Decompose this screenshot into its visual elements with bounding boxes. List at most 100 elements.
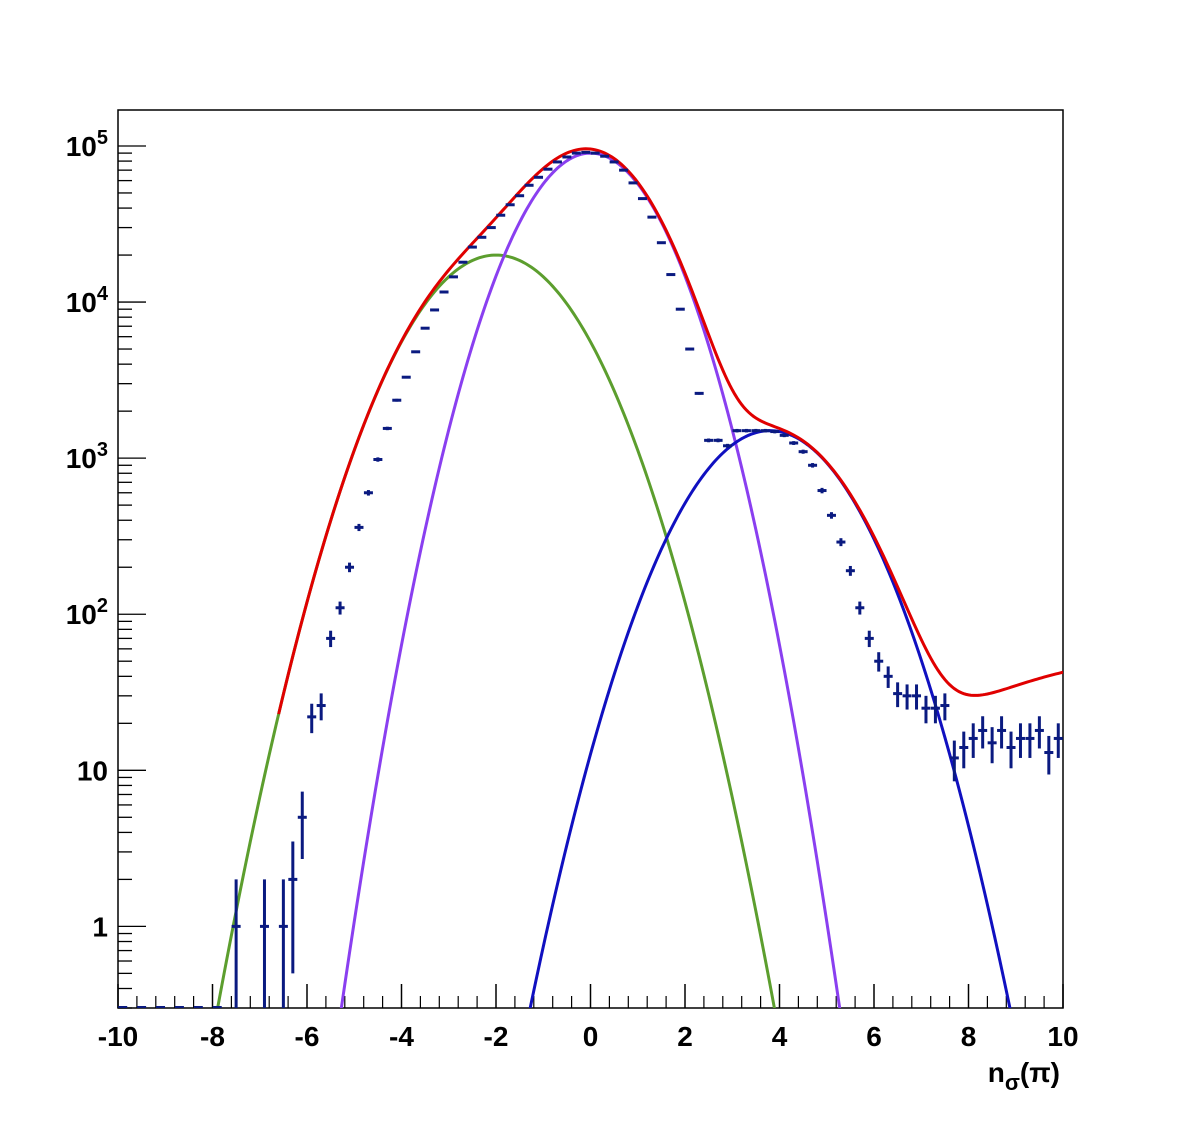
data-point (949, 740, 959, 782)
data-point (968, 723, 978, 758)
x-tick-label: 10 (1047, 1021, 1078, 1052)
data-point (978, 716, 988, 749)
data-point (883, 666, 893, 688)
x-tick-label: 0 (583, 1021, 599, 1052)
data-point (675, 307, 685, 311)
data-point (335, 601, 345, 615)
data-point (732, 428, 742, 433)
data-point (694, 391, 704, 395)
data-point (921, 695, 931, 724)
data-point (874, 652, 884, 672)
data-point (845, 565, 855, 576)
data-point (912, 684, 922, 710)
data-point (515, 194, 525, 198)
data-point (836, 538, 846, 547)
y-tick-label: 104 (66, 283, 109, 318)
data-point (259, 879, 269, 1008)
data-point (524, 183, 534, 187)
x-tick-label: -10 (98, 1021, 138, 1052)
data-point (430, 308, 440, 312)
data-point (779, 433, 789, 438)
y-tick-label: 103 (66, 439, 108, 474)
data-point (723, 443, 733, 448)
data-point (345, 562, 355, 573)
data-point (486, 226, 496, 230)
data-point (411, 350, 421, 354)
data-point (704, 438, 714, 443)
data-point (496, 213, 506, 217)
data-point (666, 273, 676, 277)
data-point (392, 398, 402, 402)
data-point (363, 490, 373, 496)
data-point (751, 428, 761, 433)
x-tick-label: -4 (389, 1021, 414, 1052)
data-point (1025, 723, 1035, 758)
data-point (1044, 735, 1054, 775)
data-point (354, 523, 364, 532)
x-tick-label: -2 (484, 1021, 509, 1052)
data-point (987, 727, 997, 764)
total-fit-curve (277, 147, 1063, 715)
plot-frame (117, 109, 1064, 1009)
data-point (231, 879, 241, 1008)
green-gaussian-curve (216, 253, 776, 1008)
data-point (902, 684, 912, 710)
data-point (760, 428, 770, 433)
data-point (770, 429, 780, 434)
blue-gaussian-curve (528, 429, 1012, 1008)
data-point (534, 175, 544, 179)
data-point (297, 791, 307, 860)
y-axis: 1 10 102 103 104 105 (66, 127, 146, 1009)
data-point (326, 630, 336, 648)
data-point (448, 275, 458, 279)
fit-curves (216, 147, 1063, 1008)
data-point (741, 428, 751, 433)
data-point (817, 487, 827, 494)
y-tick-label: 105 (66, 127, 108, 162)
data-point (685, 347, 695, 351)
data-point (420, 326, 430, 330)
data-point (1015, 723, 1025, 758)
data-point (382, 426, 392, 431)
purple-gaussian-curve (339, 151, 842, 1008)
data-point (619, 168, 629, 172)
data-points (118, 150, 1063, 1008)
data-point (1034, 716, 1044, 749)
data-point (477, 235, 487, 239)
data-point (278, 879, 288, 1008)
x-tick-label: -6 (295, 1021, 320, 1052)
data-point (1006, 731, 1016, 769)
data-point (543, 167, 553, 171)
x-tick-label: 2 (677, 1021, 693, 1052)
data-point (959, 731, 969, 769)
y-tick-label: 102 (66, 595, 108, 630)
data-point (373, 457, 383, 462)
data-point (439, 290, 449, 294)
data-point (316, 693, 326, 721)
data-point (1053, 723, 1063, 758)
data-point (893, 682, 903, 708)
x-tick-label: 4 (772, 1021, 788, 1052)
data-point (307, 703, 317, 734)
data-point (930, 695, 940, 724)
data-point (288, 841, 298, 974)
data-point (656, 241, 666, 245)
data-point (789, 441, 799, 445)
y-tick-label: 10 (77, 755, 108, 786)
data-point (467, 245, 477, 249)
data-point (864, 630, 874, 648)
data-point (798, 449, 808, 454)
data-point (628, 181, 638, 185)
x-tick-label: -8 (200, 1021, 225, 1052)
data-point (826, 512, 836, 519)
y-tick-label: 1 (92, 911, 108, 942)
data-point (637, 197, 647, 201)
data-point (713, 438, 723, 443)
x-axis-title: nσ(π) (988, 1057, 1060, 1095)
data-point (401, 375, 411, 379)
x-tick-label: 8 (961, 1021, 977, 1052)
data-point (808, 463, 818, 468)
x-tick-label: 6 (866, 1021, 882, 1052)
data-point (647, 215, 657, 219)
